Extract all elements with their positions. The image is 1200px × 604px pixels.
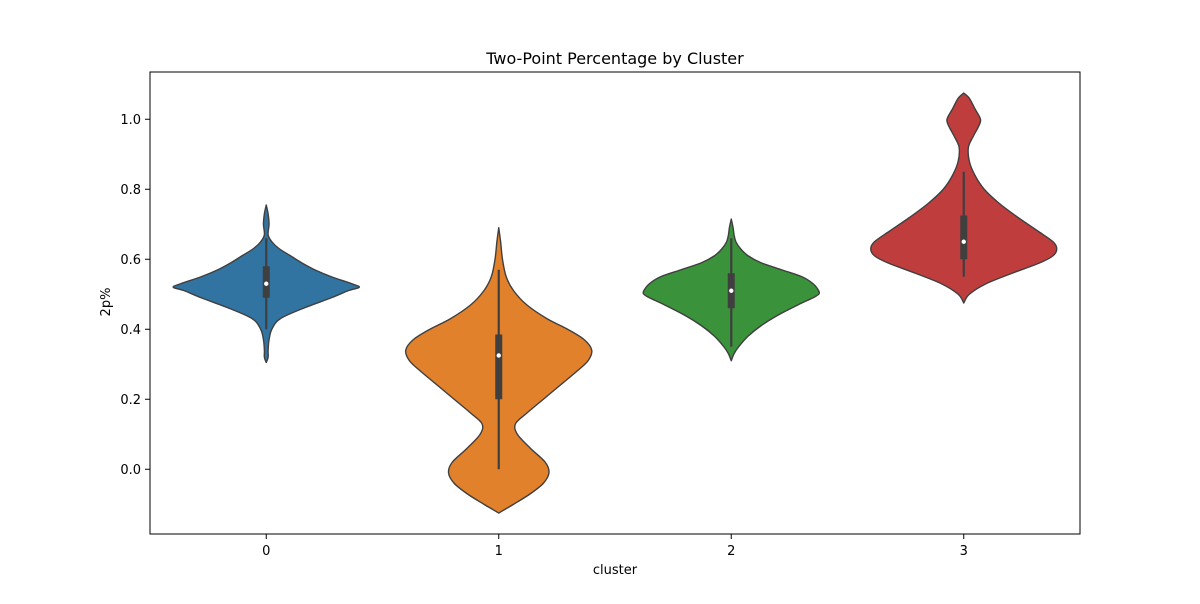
x-tick-label-2: 2 xyxy=(727,544,735,559)
axes-layer: 0.0 0.2 0.4 0.6 0.8 1.0 0 1 2 3 xyxy=(120,71,1081,559)
y-tick-label-3: 0.6 xyxy=(120,253,141,268)
y-tick-label-2: 0.4 xyxy=(120,323,141,338)
y-tick-label-1: 0.2 xyxy=(120,393,141,408)
x-tick-label-1: 1 xyxy=(495,544,503,559)
violin-median-3 xyxy=(961,239,966,244)
y-tick-label-0: 0.0 xyxy=(120,463,141,478)
plot-frame xyxy=(149,71,1081,535)
violin-iqr-box-3 xyxy=(960,215,968,260)
y-axis-label: 2p% xyxy=(99,288,114,317)
violin-median-1 xyxy=(496,353,501,358)
y-tick-label-5: 1.0 xyxy=(120,113,141,128)
violin-median-2 xyxy=(729,288,734,293)
chart-title: Two-Point Percentage by Cluster xyxy=(485,49,744,68)
x-tick-label-0: 0 xyxy=(262,544,270,559)
violin-iqr-box-1 xyxy=(495,334,503,400)
y-tick-label-4: 0.8 xyxy=(120,183,141,198)
x-axis-label: cluster xyxy=(593,563,638,578)
x-tick-label-3: 3 xyxy=(960,544,968,559)
violins-layer xyxy=(172,92,1058,514)
violin-median-0 xyxy=(264,281,269,286)
